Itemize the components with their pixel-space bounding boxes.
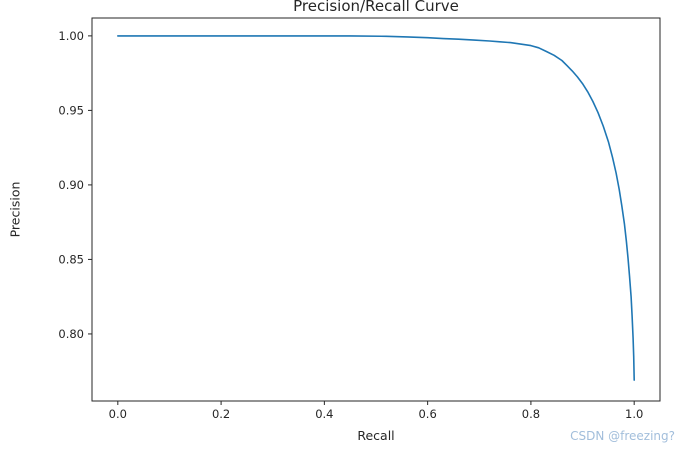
x-tick-label: 0.8 (522, 407, 540, 421)
x-tick-label: 0.0 (109, 407, 127, 421)
axes-spines (91, 17, 661, 402)
y-tick-label: 0.95 (58, 103, 84, 117)
y-tick-label: 0.80 (58, 327, 84, 341)
x-tick-label: 1.0 (625, 407, 643, 421)
watermark: CSDN @freezing? (570, 429, 675, 443)
y-axis-label: Precision (7, 181, 23, 238)
precision-recall-curve-line (117, 35, 636, 381)
x-tick-label: 0.6 (418, 407, 436, 421)
chart-title: Precision/Recall Curve (293, 0, 459, 15)
x-axis-label: Recall (357, 428, 395, 443)
x-tick-label: 0.2 (212, 407, 230, 421)
y-tick-label: 0.85 (58, 252, 84, 266)
y-tick-label: 0.90 (58, 178, 84, 192)
y-tick-label: 1.00 (58, 29, 84, 43)
x-tick-label: 0.4 (315, 407, 333, 421)
